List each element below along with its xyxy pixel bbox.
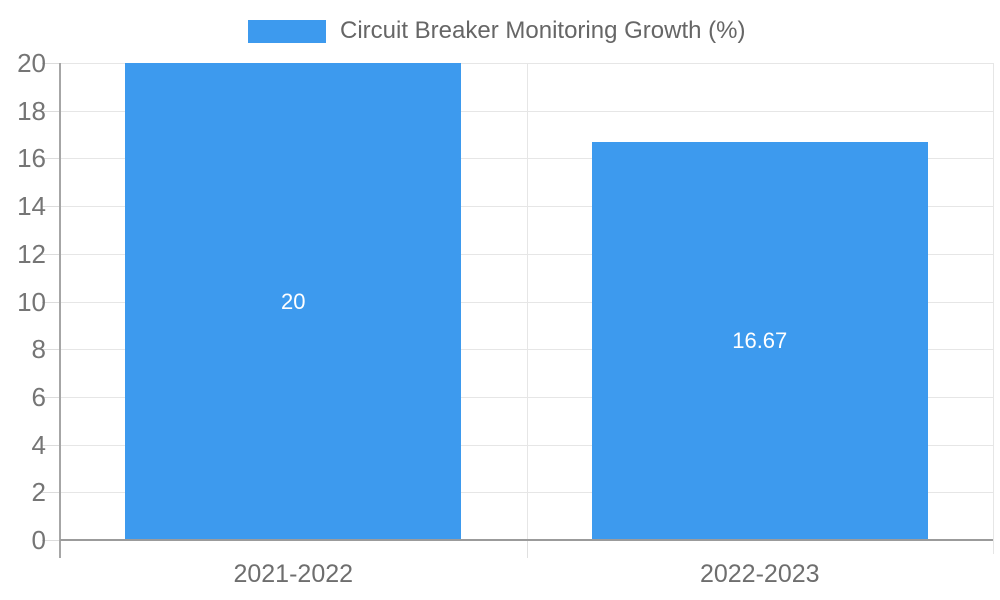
y-axis-tick-label: 14 xyxy=(17,191,46,222)
bar-value-label: 16.67 xyxy=(732,328,788,354)
y-axis-tick-label: 4 xyxy=(31,429,46,460)
x-axis-line xyxy=(60,539,993,541)
y-tick-mark xyxy=(42,253,60,255)
y-tick-mark xyxy=(42,158,60,160)
x-axis-category-label: 2022-2023 xyxy=(699,560,820,588)
x-axis-category-label: 2021-2022 xyxy=(233,560,354,588)
plot-right-border xyxy=(993,63,994,554)
y-tick-mark xyxy=(42,349,60,351)
legend-swatch xyxy=(248,19,326,43)
y-axis-tick-label: 6 xyxy=(31,381,46,412)
y-axis-line xyxy=(59,63,61,558)
x-tick-mark xyxy=(526,540,528,558)
y-axis-tick-label: 20 xyxy=(17,48,46,78)
y-tick-mark xyxy=(42,206,60,208)
y-axis-tick-label: 2 xyxy=(31,477,46,508)
category-boundary-gridline xyxy=(526,63,528,540)
y-axis-tick-label: 8 xyxy=(31,334,46,365)
y-tick-mark xyxy=(42,492,60,494)
y-tick-mark xyxy=(42,110,60,112)
y-axis-tick-label: 10 xyxy=(17,286,46,317)
y-tick-mark xyxy=(42,301,60,303)
y-tick-mark xyxy=(42,540,60,541)
y-tick-mark xyxy=(42,63,60,64)
y-axis-tick-label: 18 xyxy=(17,95,46,126)
legend[interactable]: Circuit Breaker Monitoring Growth (%) xyxy=(248,17,745,45)
bar-2021-2022[interactable] xyxy=(125,63,462,540)
y-axis-tick-label: 12 xyxy=(17,238,46,269)
y-tick-mark xyxy=(42,444,60,446)
bar-2022-2023[interactable] xyxy=(591,142,928,540)
y-tick-mark xyxy=(42,396,60,398)
bar-value-label: 20 xyxy=(281,288,306,314)
legend-label: Circuit Breaker Monitoring Growth (%) xyxy=(340,17,746,44)
y-axis-tick-label: 0 xyxy=(31,525,46,555)
y-axis-tick-label: 16 xyxy=(17,143,46,174)
